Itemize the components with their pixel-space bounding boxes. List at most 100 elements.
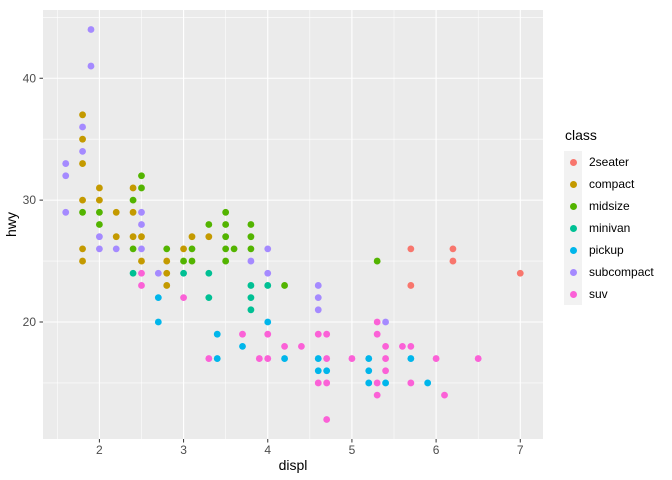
x-tick-label: 7 (517, 443, 524, 457)
data-point (474, 355, 482, 362)
data-point (222, 221, 230, 228)
data-point (129, 196, 137, 204)
data-point (95, 208, 103, 216)
legend-key (564, 195, 582, 217)
data-point (205, 221, 213, 228)
data-point (373, 379, 381, 387)
data-point (314, 379, 322, 387)
legend-item-label: 2seater (589, 155, 630, 169)
data-point (163, 269, 171, 277)
data-point (138, 184, 145, 192)
data-point (205, 355, 213, 362)
data-point (373, 257, 381, 265)
data-point (264, 269, 272, 277)
x-tick-label: 3 (180, 443, 187, 457)
y-tick-label: 40 (23, 71, 37, 85)
legend-key (564, 261, 582, 283)
data-point (138, 208, 145, 216)
data-point (264, 318, 272, 326)
data-point (264, 330, 272, 338)
data-point (95, 233, 103, 241)
legend-item-label: suv (589, 287, 608, 301)
data-point (314, 306, 322, 314)
data-point (79, 123, 86, 131)
legend-key-dot (569, 180, 577, 188)
legend: class 2seater compact midsize minivan pickup… (564, 127, 654, 305)
data-point (281, 342, 288, 350)
data-point (281, 282, 288, 289)
data-point (247, 306, 255, 314)
data-point (129, 269, 137, 277)
data-point (247, 221, 255, 228)
data-point (407, 245, 415, 253)
data-point (222, 245, 230, 253)
data-point (382, 367, 389, 375)
data-point (399, 342, 406, 350)
data-point (87, 26, 95, 33)
data-point (449, 257, 457, 265)
legend-key-dot (569, 268, 577, 276)
data-point (424, 379, 432, 387)
data-point (129, 245, 137, 253)
data-point (247, 245, 255, 253)
data-point (205, 294, 213, 302)
x-tick-label: 4 (264, 443, 271, 457)
legend-items: 2seater compact midsize minivan pickup subcom… (564, 151, 654, 305)
data-point (95, 196, 103, 204)
data-point (441, 391, 448, 399)
legend-key (564, 173, 582, 195)
legend-item-label: midsize (589, 199, 630, 213)
data-point (79, 160, 86, 167)
x-tick-label: 6 (433, 443, 440, 457)
data-point (138, 257, 145, 265)
data-point (373, 318, 381, 326)
data-point (407, 355, 415, 362)
data-point (129, 208, 137, 216)
data-point (79, 111, 86, 119)
data-point (188, 245, 196, 253)
data-point (222, 257, 230, 265)
data-point (314, 355, 322, 362)
legend-item: 2seater (564, 151, 654, 173)
data-point (314, 282, 322, 289)
data-point (95, 184, 103, 192)
data-point (298, 342, 305, 350)
data-point (407, 282, 415, 289)
y-axis-title: hwy (3, 212, 19, 237)
legend-item: subcompact (564, 261, 654, 283)
data-point (79, 135, 86, 143)
data-point (188, 257, 196, 265)
data-point (382, 318, 389, 326)
legend-item: suv (564, 283, 654, 305)
data-point (432, 355, 440, 362)
legend-title: class (565, 127, 597, 143)
data-point (314, 330, 322, 338)
data-point (138, 233, 145, 241)
data-point (154, 318, 162, 326)
data-point (138, 221, 145, 228)
data-point (138, 282, 145, 289)
data-point (230, 245, 238, 253)
data-point (365, 379, 373, 387)
data-point (180, 269, 187, 277)
data-point (112, 208, 120, 216)
data-point (348, 355, 356, 362)
data-point (264, 355, 272, 362)
data-point (79, 196, 86, 204)
data-point (180, 245, 187, 253)
data-point (382, 342, 389, 350)
data-point (154, 269, 162, 277)
y-tick-label: 20 (23, 315, 37, 329)
data-point (314, 294, 322, 302)
legend-key (564, 217, 582, 239)
data-point (163, 282, 171, 289)
legend-item-label: compact (589, 177, 635, 191)
legend-item: compact (564, 173, 654, 195)
data-point (323, 330, 331, 338)
data-point (205, 233, 213, 241)
plot-panel (43, 10, 543, 439)
legend-key (564, 283, 582, 305)
data-point (373, 330, 381, 338)
